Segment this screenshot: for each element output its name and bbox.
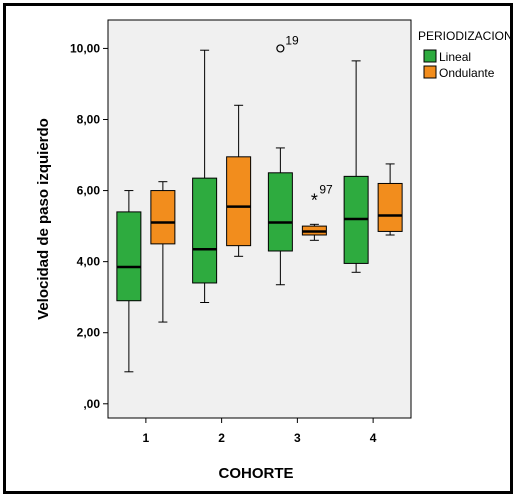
box-iqr <box>226 156 252 247</box>
boxplot-chart: 19 *97 ,00 2,00 4,00 6,00 8,00 10,00 1 2 3 4 COHO… <box>35 19 510 482</box>
y-tick-label: 10,00 <box>70 41 100 55</box>
box-lineal-2 <box>192 49 218 304</box>
outlier-star: * <box>311 191 318 211</box>
legend: PERIODIZACION Lineal Ondulante <box>418 29 510 80</box>
outlier-label: 19 <box>285 33 299 47</box>
y-tick-label: 2,00 <box>77 326 101 340</box>
y-tick-label: ,00 <box>83 397 100 411</box>
y-tick-label: 8,00 <box>77 113 101 127</box>
x-tick-label: 2 <box>218 431 225 445</box>
y-tick-label: 4,00 <box>77 255 101 269</box>
chart-frame: 19 * 97 ,00 2,00 4,00 6,00 8,00 10,00 1 2 3 4 COHO… <box>3 3 513 494</box>
y-axis-title: Velocidad de paso izquierdo <box>35 118 52 320</box>
legend-label-ondulante: Ondulante <box>439 66 495 80</box>
box-ondulante-1 <box>150 181 176 323</box>
legend-swatch-ondulante <box>423 65 437 79</box>
outlier-circle <box>276 44 285 53</box>
box-ondulante-2 <box>226 104 252 257</box>
box-iqr <box>267 172 293 252</box>
y-tick-label: 6,00 <box>77 184 101 198</box>
outlier-label: 97 <box>319 183 333 197</box>
x-tick-label: 1 <box>143 431 150 445</box>
legend-title: PERIODIZACION <box>418 29 510 43</box>
box-iqr <box>116 211 142 302</box>
box-iqr <box>192 177 218 284</box>
box-iqr <box>150 190 176 245</box>
box-lineal-1 <box>116 190 142 373</box>
box-lineal-4 <box>343 60 369 273</box>
box-ondulante-4 <box>377 163 403 236</box>
x-tick-label: 4 <box>370 431 377 445</box>
box-ondulante-3 <box>301 223 327 241</box>
x-axis-title: COHORTE <box>219 465 294 482</box>
x-tick-label: 3 <box>294 431 301 445</box>
box-lineal-3 <box>267 147 293 286</box>
legend-swatch-lineal <box>423 49 437 63</box>
legend-label-lineal: Lineal <box>439 50 471 64</box>
box-iqr <box>377 182 403 232</box>
